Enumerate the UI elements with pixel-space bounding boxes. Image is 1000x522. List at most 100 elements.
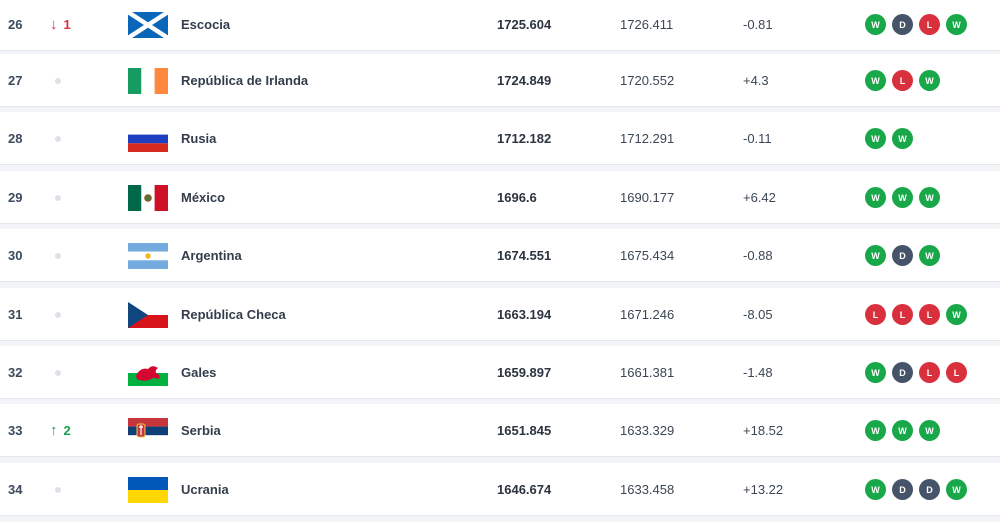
previous-points: 1690.177 <box>620 190 675 205</box>
form-draw-badge[interactable]: D <box>919 479 940 500</box>
russia-flag-icon <box>128 112 168 165</box>
rank-number: 29 <box>8 190 23 205</box>
previous-points: 1712.291 <box>620 131 675 146</box>
team-name[interactable]: República de Irlanda <box>181 73 309 88</box>
form-draw-badge[interactable]: D <box>892 362 913 383</box>
rank-change: ↓ 1 <box>50 0 100 51</box>
serbia-flag-icon <box>128 404 168 457</box>
rank-unchanged <box>50 54 100 107</box>
form-win-badge[interactable]: W <box>919 70 940 91</box>
points-change: +18.52 <box>743 423 784 438</box>
ukraine-flag-icon <box>128 463 168 516</box>
rank-number: 27 <box>8 73 23 88</box>
total-points: 1712.182 <box>497 131 552 146</box>
form-win-badge[interactable]: W <box>919 187 940 208</box>
czech-republic-flag-icon <box>128 288 168 341</box>
form-draw-badge[interactable]: D <box>892 245 913 266</box>
rank-unchanged <box>50 171 100 224</box>
form-win-badge[interactable]: W <box>865 479 886 500</box>
form-loss-badge[interactable]: L <box>892 70 913 91</box>
team-name[interactable]: República Checa <box>181 307 286 322</box>
table-row[interactable]: 28 Rusia 1712.182 1712.291 -0.11 W W <box>0 112 1000 165</box>
form-win-badge[interactable]: W <box>919 245 940 266</box>
form-win-badge[interactable]: W <box>865 70 886 91</box>
total-points: 1674.551 <box>497 248 552 263</box>
form-win-badge[interactable]: W <box>865 420 886 441</box>
previous-points: 1633.329 <box>620 423 675 438</box>
table-row[interactable]: 30 Argentina 1674.551 1675.434 -0.88 W D W <box>0 229 1000 282</box>
table-row[interactable]: 29 México 1696.6 1690.177 +6.42 W W W <box>0 171 1000 224</box>
form-loss-badge[interactable]: L <box>919 362 940 383</box>
previous-points: 1633.458 <box>620 482 675 497</box>
no-change-dot-icon <box>55 135 61 142</box>
points-change: -0.81 <box>743 17 773 32</box>
no-change-dot-icon <box>55 252 61 259</box>
points-change: +4.3 <box>743 73 769 88</box>
form-win-badge[interactable]: W <box>865 14 886 35</box>
team-name[interactable]: Serbia <box>181 423 221 438</box>
total-points: 1724.849 <box>497 73 552 88</box>
form-loss-badge[interactable]: L <box>946 362 967 383</box>
table-row[interactable]: 26 ↓ 1 Escocia 1725.604 1726.411 -0.81 W D L W <box>0 0 1000 51</box>
ireland-flag-icon <box>128 54 168 107</box>
total-points: 1651.845 <box>497 423 552 438</box>
form-loss-badge[interactable]: L <box>919 304 940 325</box>
table-row[interactable]: 34 Ucrania 1646.674 1633.458 +13.22 W D D W <box>0 463 1000 516</box>
mexico-flag-icon <box>128 171 168 224</box>
form-win-badge[interactable]: W <box>946 14 967 35</box>
team-name[interactable]: Ucrania <box>181 482 229 497</box>
rank-unchanged <box>50 463 100 516</box>
arrow-down-icon: ↓ <box>50 16 58 33</box>
no-change-dot-icon <box>55 311 61 318</box>
team-name[interactable]: México <box>181 190 226 205</box>
team-name[interactable]: Rusia <box>181 131 217 146</box>
form-draw-badge[interactable]: D <box>892 14 913 35</box>
form-loss-badge[interactable]: L <box>892 304 913 325</box>
form-win-badge[interactable]: W <box>946 479 967 500</box>
team-name[interactable]: Argentina <box>181 248 242 263</box>
rank-unchanged <box>50 112 100 165</box>
points-change: -0.88 <box>743 248 773 263</box>
scotland-flag-icon <box>128 0 168 51</box>
rank-unchanged <box>50 288 100 341</box>
form-win-badge[interactable]: W <box>892 128 913 149</box>
form-win-badge[interactable]: W <box>892 187 913 208</box>
table-row[interactable]: 33 ↑ 2 Serbia 1651.845 1633.329 +18.52 W W W <box>0 404 1000 457</box>
points-change: -8.05 <box>743 307 773 322</box>
form-win-badge[interactable]: W <box>865 128 886 149</box>
table-row[interactable]: 27 República de Irlanda 1724.849 1720.552 +4… <box>0 54 1000 107</box>
previous-points: 1671.246 <box>620 307 675 322</box>
total-points: 1696.6 <box>497 190 537 205</box>
form-loss-badge[interactable]: L <box>865 304 886 325</box>
points-change: -1.48 <box>743 365 773 380</box>
rank-change-value: 1 <box>63 17 71 32</box>
total-points: 1646.674 <box>497 482 552 497</box>
table-row[interactable]: 31 República Checa 1663.194 1671.246 -8.05 L L… <box>0 288 1000 341</box>
rank-unchanged <box>50 229 100 282</box>
team-name[interactable]: Gales <box>181 365 217 380</box>
points-change: +6.42 <box>743 190 776 205</box>
total-points: 1725.604 <box>497 17 552 32</box>
form-draw-badge[interactable]: D <box>892 479 913 500</box>
rank-number: 33 <box>8 423 23 438</box>
form-win-badge[interactable]: W <box>919 420 940 441</box>
form-win-badge[interactable]: W <box>865 187 886 208</box>
previous-points: 1661.381 <box>620 365 675 380</box>
form-win-badge[interactable]: W <box>865 245 886 266</box>
table-row[interactable]: 32 Gales 1659.897 1661.381 -1.48 W D L L <box>0 346 1000 399</box>
team-name[interactable]: Escocia <box>181 17 231 32</box>
form-win-badge[interactable]: W <box>892 420 913 441</box>
form-win-badge[interactable]: W <box>946 304 967 325</box>
form-win-badge[interactable]: W <box>865 362 886 383</box>
no-change-dot-icon <box>55 369 61 376</box>
arrow-up-icon: ↑ <box>50 422 58 439</box>
form-loss-badge[interactable]: L <box>919 14 940 35</box>
no-change-dot-icon <box>55 486 61 493</box>
rank-number: 28 <box>8 131 23 146</box>
previous-points: 1726.411 <box>620 17 674 32</box>
rank-change-value: 2 <box>63 423 71 438</box>
